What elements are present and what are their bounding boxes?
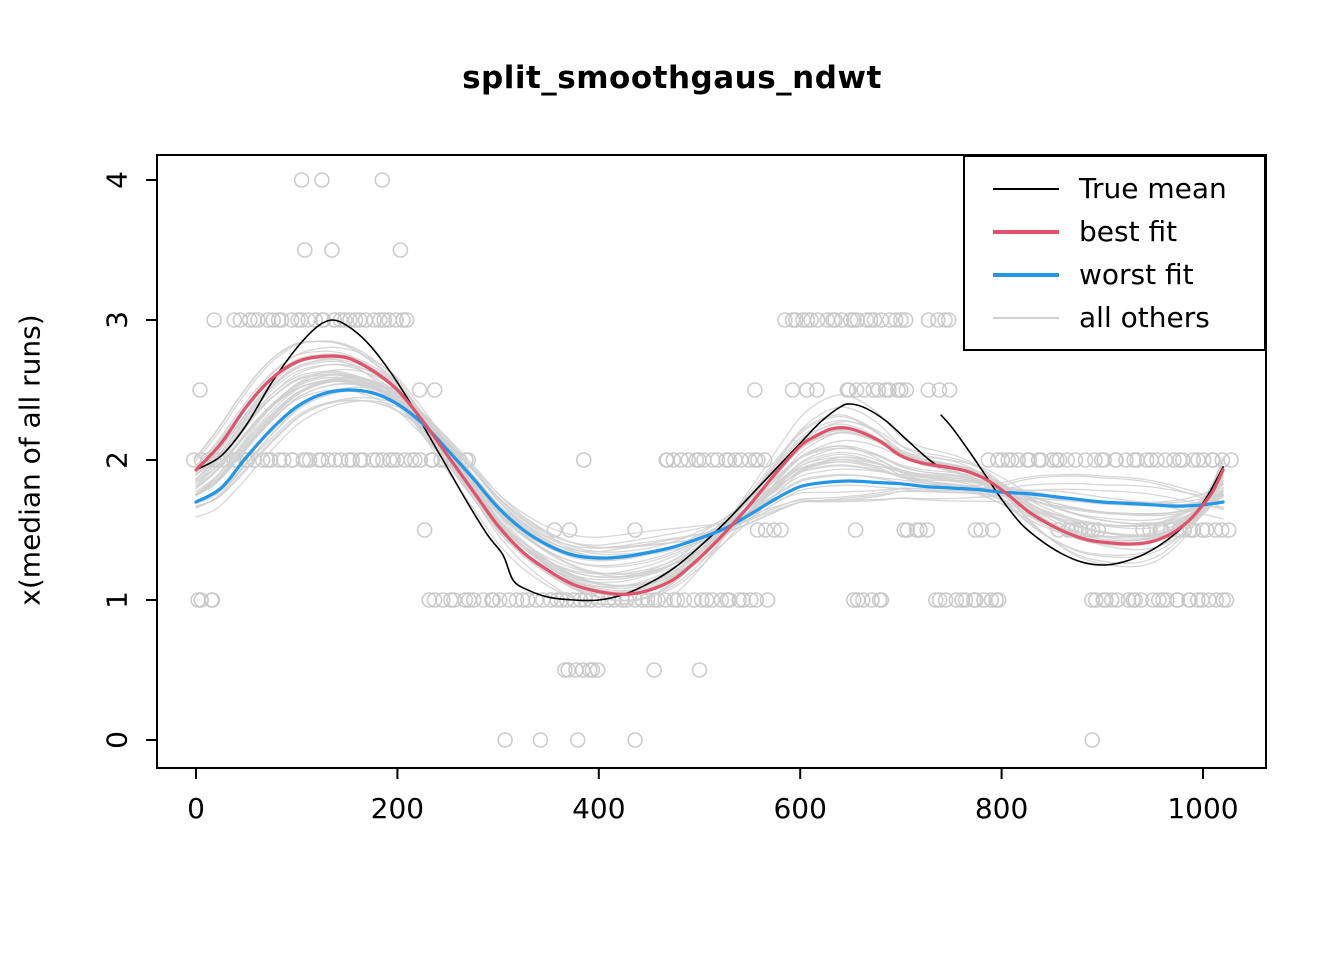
y-tick-label: 2 xyxy=(101,451,134,469)
best-fit-line-swatch xyxy=(993,229,1059,234)
others-lines xyxy=(195,340,1224,606)
legend: True mean best fit worst fit all others xyxy=(963,155,1266,351)
legend-label-all-others: all others xyxy=(1079,300,1210,334)
all-others-line-swatch xyxy=(993,316,1059,319)
x-tick-label: 1000 xyxy=(1167,792,1238,825)
y-tick-label: 1 xyxy=(101,591,134,609)
legend-item-true-mean: True mean xyxy=(993,171,1258,205)
legend-label-best-fit: best fit xyxy=(1079,214,1178,248)
legend-label-true-mean: True mean xyxy=(1079,171,1227,205)
worst-fit-line-swatch xyxy=(993,272,1059,277)
best-fit-line xyxy=(194,354,1225,597)
legend-item-all-others: all others xyxy=(993,300,1258,334)
chart-title: split_smoothgaus_ndwt xyxy=(462,60,882,96)
axes: 0 200 400 600 800 1000 0 1 2 3 4 xyxy=(101,154,1267,825)
y-tick-label: 0 xyxy=(101,731,134,749)
legend-item-worst-fit: worst fit xyxy=(993,257,1258,291)
x-tick-label: 0 xyxy=(187,792,205,825)
x-tick-label: 200 xyxy=(371,792,424,825)
x-tick-label: 600 xyxy=(773,792,826,825)
x-tick-label: 800 xyxy=(975,792,1028,825)
legend-item-best-fit: best fit xyxy=(993,214,1258,248)
scatter-points xyxy=(185,172,1239,748)
x-tick-label: 400 xyxy=(572,792,625,825)
worst-fit-line xyxy=(194,388,1225,560)
y-tick-label: 4 xyxy=(101,171,134,189)
true-mean-line-swatch xyxy=(993,187,1059,190)
legend-label-worst-fit: worst fit xyxy=(1079,257,1194,291)
y-tick-label: 3 xyxy=(101,311,134,329)
